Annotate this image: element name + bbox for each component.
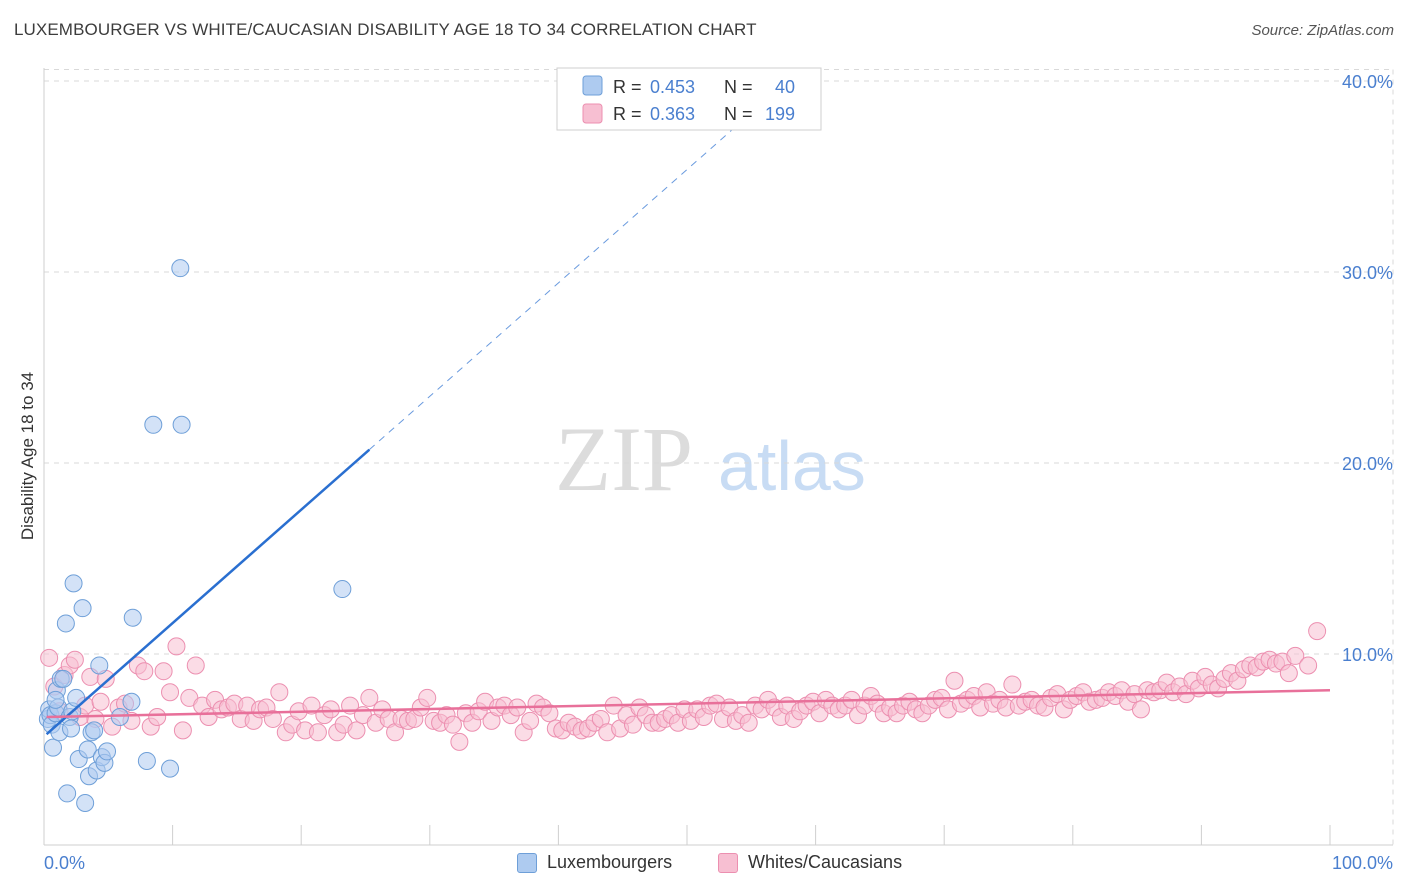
data-point-luxembourgers	[98, 742, 117, 761]
x-tick-label-min: 0.0%	[44, 853, 85, 873]
data-point-whites-caucasians	[450, 732, 469, 751]
data-point-luxembourgers	[62, 719, 81, 738]
chart-title: LUXEMBOURGER VS WHITE/CAUCASIAN DISABILI…	[14, 20, 757, 39]
data-point-whites-caucasians	[173, 721, 192, 740]
data-point-luxembourgers	[172, 415, 191, 434]
legend-item-luxembourgers: Luxembourgers	[517, 852, 672, 873]
data-point-whites-caucasians	[1131, 700, 1150, 719]
data-point-whites-caucasians	[186, 656, 205, 675]
data-point-whites-caucasians	[443, 715, 462, 734]
legend-swatch-luxembourgers-bottom	[517, 852, 537, 873]
series-legend: Luxembourgers Whites/Caucasians	[0, 850, 1406, 880]
watermark-zip: ZIP	[555, 408, 693, 510]
data-point-whites-caucasians	[418, 688, 437, 707]
data-point-whites-caucasians	[1308, 622, 1327, 641]
data-point-whites-caucasians	[154, 662, 173, 681]
legend-swatch-whites	[582, 103, 603, 124]
data-point-whites-caucasians	[263, 709, 282, 728]
data-point-whites-caucasians	[1279, 664, 1298, 683]
trend-extension-luxembourgers	[369, 118, 746, 451]
data-point-luxembourgers	[161, 759, 180, 778]
y-tick-label-30: 30.0%	[1342, 263, 1393, 283]
data-point-luxembourgers	[54, 669, 73, 688]
y-axis-label: Disability Age 18 to 34	[18, 372, 37, 540]
legend-r-value-whites: 0.363	[650, 104, 695, 124]
x-tick-label-max: 100.0%	[1332, 853, 1393, 873]
data-point-whites-caucasians	[945, 671, 964, 690]
data-point-whites-caucasians	[40, 648, 59, 667]
legend-r-label-luxembourgers: R =	[613, 77, 642, 97]
data-point-whites-caucasians	[321, 700, 340, 719]
data-point-whites-caucasians	[347, 721, 366, 740]
legend-n-label-luxembourgers: N =	[724, 77, 753, 97]
watermark-atlas: atlas	[718, 427, 866, 505]
data-point-luxembourgers	[78, 740, 97, 759]
stats-legend: R = 0.453 N = 40 R = 0.363 N = 199	[556, 67, 822, 131]
data-point-whites-caucasians	[623, 715, 642, 734]
data-point-luxembourgers	[73, 599, 92, 618]
data-point-luxembourgers	[56, 614, 75, 633]
legend-r-label-whites: R =	[613, 104, 642, 124]
source-label: Source: ZipAtlas.com	[1251, 22, 1394, 39]
data-point-whites-caucasians	[739, 713, 758, 732]
legend-label-luxembourgers: Luxembourgers	[547, 852, 673, 872]
legend-n-value-luxembourgers: 40	[775, 77, 795, 97]
data-point-luxembourgers	[76, 793, 95, 812]
data-point-luxembourgers	[64, 574, 83, 593]
data-point-luxembourgers	[67, 688, 86, 707]
legend-swatch-whites-bottom	[718, 852, 738, 873]
data-point-luxembourgers	[144, 415, 163, 434]
data-point-luxembourgers	[171, 259, 190, 278]
data-point-whites-caucasians	[91, 692, 110, 711]
data-point-luxembourgers	[110, 708, 129, 727]
data-point-whites-caucasians	[161, 683, 180, 702]
data-point-whites-caucasians	[148, 708, 167, 727]
data-point-whites-caucasians	[1003, 675, 1022, 694]
legend-r-value-luxembourgers: 0.453	[650, 77, 695, 97]
data-point-whites-caucasians	[135, 662, 154, 681]
data-point-luxembourgers	[58, 784, 77, 803]
data-point-luxembourgers	[46, 690, 65, 709]
legend-label-whites: Whites/Caucasians	[748, 852, 903, 872]
data-point-luxembourgers	[137, 751, 156, 770]
legend-n-value-whites: 199	[765, 104, 795, 124]
data-point-luxembourgers	[123, 608, 142, 627]
legend-item-whites: Whites/Caucasians	[718, 852, 902, 873]
data-point-whites-caucasians	[521, 711, 540, 730]
data-point-whites-caucasians	[302, 696, 321, 715]
data-point-luxembourgers	[122, 692, 141, 711]
series-whites-caucasians	[40, 622, 1327, 751]
tick-labels: 10.0% 20.0% 30.0% 40.0%	[1342, 72, 1393, 665]
y-tick-label-20: 20.0%	[1342, 454, 1393, 474]
data-point-whites-caucasians	[1299, 656, 1318, 675]
data-point-luxembourgers	[44, 738, 63, 757]
data-point-luxembourgers	[333, 580, 352, 599]
y-tick-label-40: 40.0%	[1342, 72, 1393, 92]
data-point-whites-caucasians	[308, 723, 327, 742]
data-point-luxembourgers	[85, 721, 104, 740]
series-luxembourgers	[38, 259, 352, 812]
legend-n-label-whites: N =	[724, 104, 753, 124]
data-point-whites-caucasians	[1286, 646, 1305, 665]
data-point-whites-caucasians	[540, 704, 559, 723]
y-tick-label-10: 10.0%	[1342, 645, 1393, 665]
data-point-whites-caucasians	[65, 650, 84, 669]
trend-line-whites-caucasians	[46, 689, 1331, 719]
trend-lines	[45, 118, 1331, 736]
data-point-whites-caucasians	[360, 688, 379, 707]
data-point-whites-caucasians	[167, 637, 186, 656]
data-point-luxembourgers	[90, 656, 109, 675]
trend-line-luxembourgers	[45, 448, 371, 736]
data-point-whites-caucasians	[270, 683, 289, 702]
legend-swatch-luxembourgers	[582, 75, 603, 96]
